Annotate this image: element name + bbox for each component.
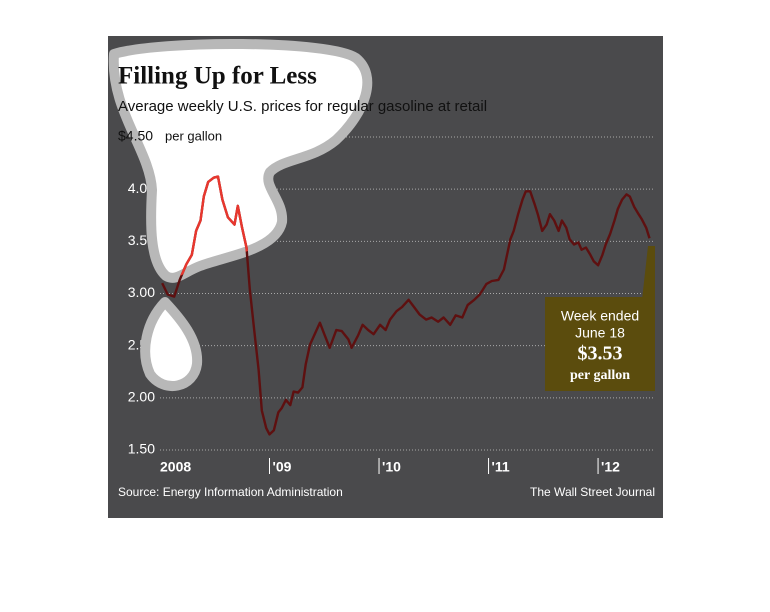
x-tick-label: '10	[382, 459, 401, 475]
x-tick-label: '09	[273, 459, 292, 475]
y-tick-label: 2.00	[128, 389, 155, 405]
highlight-blob	[108, 38, 373, 391]
y-tick-label: $4.50	[118, 128, 153, 144]
chart-subtitle: Average weekly U.S. prices for regular g…	[118, 98, 487, 115]
annotation-value: $3.53	[578, 343, 623, 365]
x-tick-label: '11	[492, 459, 510, 475]
x-tick-label: 2008	[160, 459, 191, 475]
price-line	[161, 175, 651, 436]
annotation-pointer	[642, 246, 655, 300]
credit: The Wall Street Journal	[530, 485, 655, 499]
annotation-box	[545, 297, 655, 391]
source: Source: Energy Information Administratio…	[118, 485, 343, 499]
y-tick-label: 3.00	[128, 284, 155, 300]
chart-title: Filling Up for Less	[118, 63, 317, 90]
annotation-text: Week ended	[561, 308, 639, 324]
y-axis-label: per gallon	[165, 128, 222, 143]
annotation-unit: per gallon	[570, 368, 630, 383]
x-tick-label: '12	[601, 459, 620, 475]
y-tick-label: 1.50	[128, 441, 155, 457]
mark-layer: $4.50	[118, 128, 651, 436]
annotation-text: June 18	[575, 325, 625, 341]
